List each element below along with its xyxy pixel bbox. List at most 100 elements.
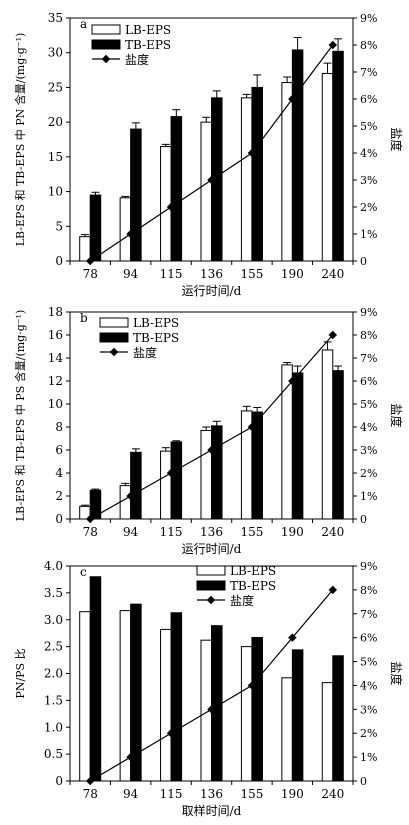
x-tick-label-190: 190 (281, 525, 304, 539)
bar-tb-78 (89, 194, 102, 262)
x-tick-label-115: 115 (160, 525, 183, 539)
plot-frame (69, 17, 354, 262)
bar-lb-94 (119, 485, 132, 520)
y-tick-label: 4.0 (44, 559, 63, 573)
bar-tb-190 (291, 372, 304, 520)
bar-tb-190 (291, 49, 304, 262)
y2-tick-label: 2% (360, 201, 377, 214)
bar-tb-78 (89, 576, 102, 782)
y-tick-label: 14 (48, 351, 64, 365)
y-tick-label: 1.5 (44, 693, 63, 707)
salinity-point-190 (288, 376, 297, 386)
y-tick-label: 2.0 (44, 667, 63, 681)
y-tick-label: 0 (55, 512, 63, 526)
y2-tick-label: 5% (360, 398, 377, 411)
y2-tick-label: 3% (360, 703, 377, 716)
legend-swatch-salinity-marker (101, 54, 111, 64)
y2-tick-label: 2% (360, 467, 377, 480)
legend-swatch-lb-eps (99, 317, 129, 328)
x-tick-label-94: 94 (123, 267, 139, 281)
legend-swatch-tb-eps (91, 39, 121, 50)
y-tick-label: 2 (55, 489, 63, 503)
chart-panel-c: 0 0.5 1.0 1.5 2.0 2.5 3.0 3.5 4.0 0 1% 2% 3% 4% 5% 6% 7%… (14, 559, 404, 818)
x-tick-label-155: 155 (240, 525, 263, 539)
y2-axis-label: 盐度 (389, 661, 404, 685)
salinity-point-115 (166, 468, 176, 478)
y2-tick-label: 7% (360, 608, 377, 621)
y-tick-label: 12 (48, 374, 63, 388)
legend-label-tb-eps: TB-EPS (230, 579, 276, 593)
salinity-point-115 (166, 202, 176, 212)
bar-lb-136 (200, 429, 212, 520)
y-tick-label: 18 (48, 305, 63, 319)
x-tick-label-136: 136 (200, 267, 223, 281)
x-axis-label: 运行时间/d (182, 284, 242, 298)
y-tick-label: 4 (55, 466, 63, 480)
bar-lb-190 (281, 82, 293, 262)
chart-panel-a: 0 5 10 15 20 25 30 35 0 1% 2% 3% 4% 5% 6% 7% 8% 9% 78 94 115… (13, 11, 404, 298)
panel-letter: a (80, 17, 87, 31)
x-tick-label-190: 190 (281, 787, 304, 801)
y-tick-label: 0 (55, 774, 63, 788)
salinity-point-155 (247, 422, 257, 432)
bar-lb-240 (321, 682, 334, 782)
bar-tb-94 (130, 128, 142, 262)
salinity-point-240 (328, 330, 338, 340)
bar-lb-240 (321, 349, 334, 520)
salinity-point-155 (247, 148, 257, 158)
y2-tick-label: 7% (360, 352, 377, 365)
y-tick-label: 35 (48, 11, 63, 25)
legend-label-tb-eps: TB-EPS (133, 331, 179, 345)
bar-tb-115 (170, 441, 183, 520)
y-tick-label: 30 (48, 46, 63, 60)
bar-tb-78 (89, 489, 102, 520)
y2-tick-label: 8% (360, 584, 377, 597)
y-tick-label: 25 (48, 80, 63, 94)
x-tick-label-78: 78 (83, 787, 98, 801)
x-axis-label: 运行时间/d (182, 542, 242, 556)
y-tick-label: 3.5 (44, 586, 63, 600)
bar-lb-115 (160, 450, 172, 520)
bar-tb-115 (170, 612, 183, 782)
legend-label-salinity: 盐度 (125, 52, 149, 67)
y2-tick-label: 1% (360, 228, 377, 241)
x-axis-label: 取样时间/d (182, 803, 242, 818)
y-tick-label: 2.5 (44, 640, 63, 654)
salinity-point-240 (328, 40, 338, 50)
x-tick-label-136: 136 (200, 787, 223, 801)
y-tick-label: 10 (48, 397, 63, 411)
bar-tb-136 (211, 625, 223, 782)
legend-swatch-lb-eps (196, 565, 226, 576)
bar-lb-190 (281, 677, 293, 782)
y2-tick-label: 9% (360, 560, 377, 573)
bar-lb-115 (160, 628, 172, 782)
x-tick-label-94: 94 (123, 787, 139, 801)
y-axis-label: LB-EPS 和 TB-EPS 中 PN 含量/(mg·g⁻¹) (13, 33, 27, 247)
y2-tick-label: 0 (360, 513, 367, 526)
legend-label-lb-eps: LB-EPS (133, 316, 179, 330)
x-tick-label-78: 78 (83, 267, 98, 281)
y-axis-label: PN/PS 比 (14, 648, 27, 698)
x-tick-label-240: 240 (321, 267, 344, 281)
bar-lb-78 (79, 236, 91, 262)
y2-tick-label: 9% (360, 306, 377, 319)
y2-tick-label: 1% (360, 751, 377, 764)
panel-letter: b (80, 311, 88, 325)
salinity-point-136 (207, 175, 216, 185)
x-tick-label-94: 94 (123, 525, 139, 539)
y2-tick-label: 5% (360, 120, 377, 133)
y-tick-label: 3.0 (44, 613, 63, 627)
y2-tick-label: 1% (360, 490, 377, 503)
y-tick-label: 10 (48, 185, 63, 199)
y2-tick-label: 8% (360, 329, 377, 342)
x-tick-label-115: 115 (160, 267, 183, 281)
y2-tick-label: 4% (360, 679, 377, 692)
legend-swatch-tb-eps (99, 332, 129, 343)
chart-panel-b: 0 2 4 6 8 10 12 14 16 18 0 1% 2% 3% 4% 5% 6% 7% 8% 9% 78 94 11… (13, 305, 404, 556)
x-tick-label-115: 115 (160, 787, 183, 801)
bar-lb-115 (160, 145, 172, 262)
salinity-point-240 (328, 585, 338, 595)
bar-lb-240 (321, 73, 334, 262)
